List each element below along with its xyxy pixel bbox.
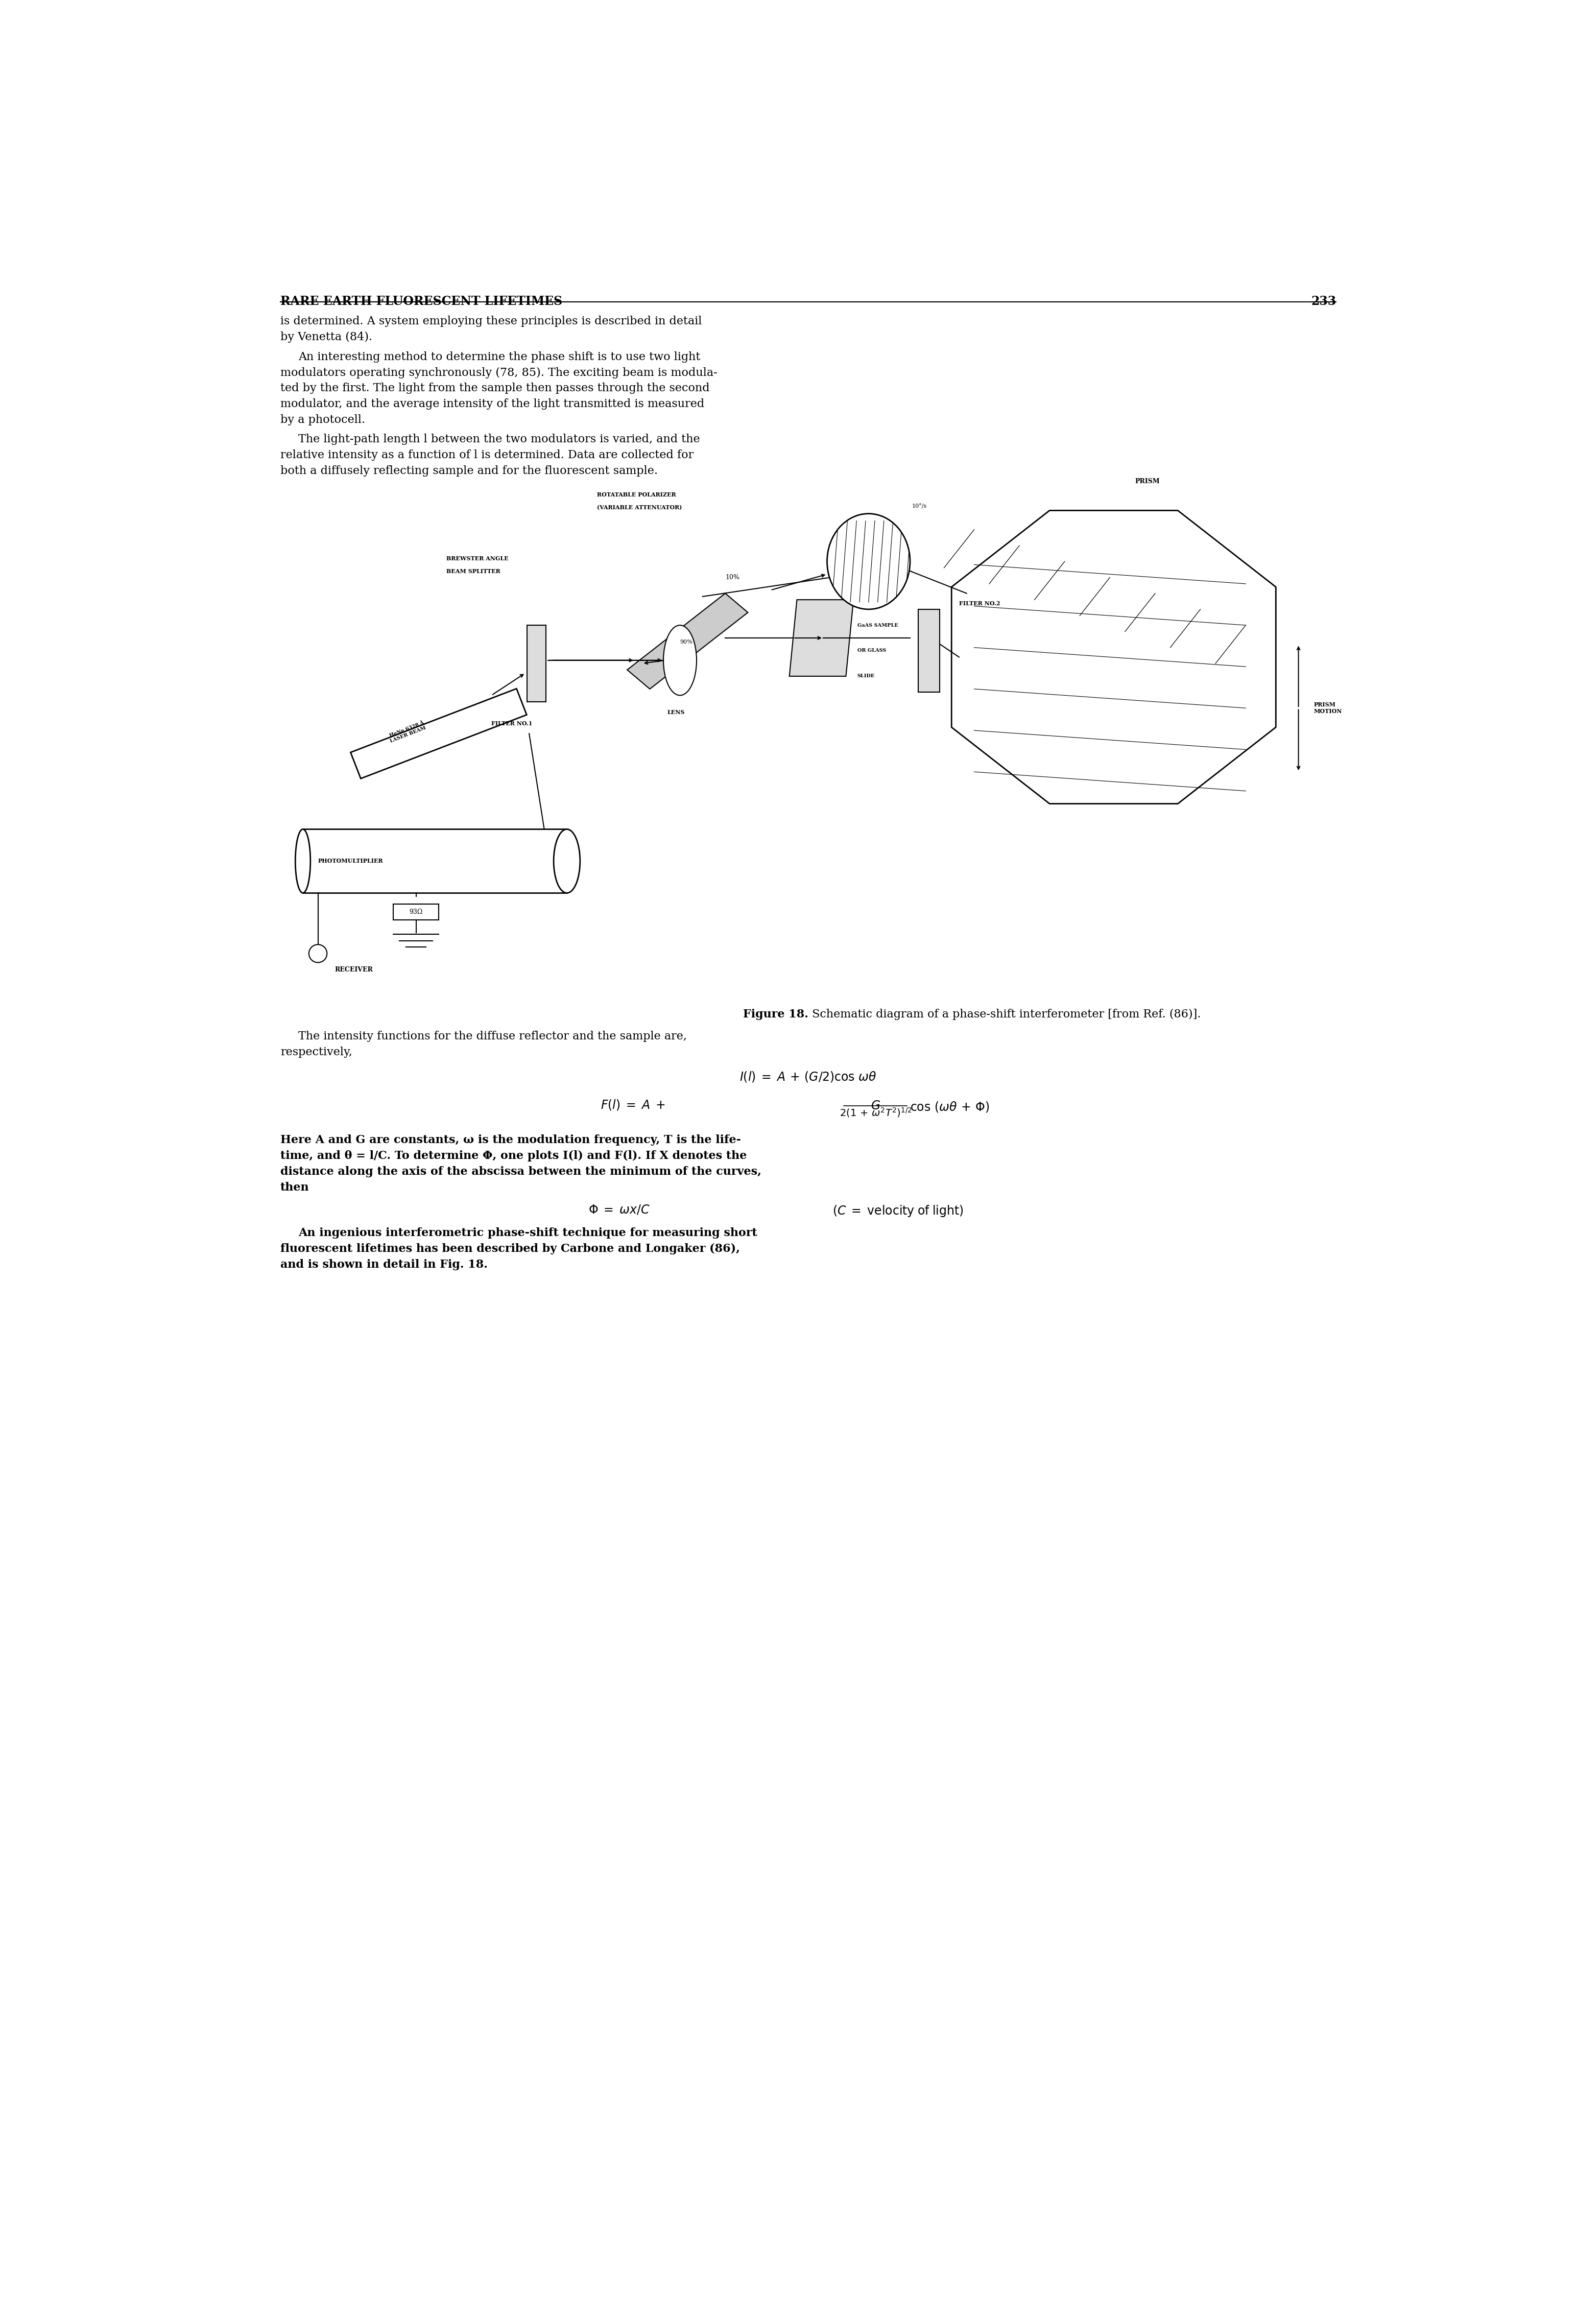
Polygon shape xyxy=(350,688,527,779)
Text: GaAS SAMPLE: GaAS SAMPLE xyxy=(858,623,897,627)
Polygon shape xyxy=(303,830,566,892)
Bar xyxy=(918,609,940,693)
Text: ROTATABLE POLARIZER: ROTATABLE POLARIZER xyxy=(598,493,677,497)
Text: HeNe 6328 Å
LASER BEAM: HeNe 6328 Å LASER BEAM xyxy=(388,720,427,744)
Text: Here A and G are constants, ω is the modulation frequency, T is the life-: Here A and G are constants, ω is the mod… xyxy=(281,1134,741,1146)
Text: 93Ω: 93Ω xyxy=(410,909,423,916)
Ellipse shape xyxy=(826,514,910,609)
Text: is determined. A system employing these principles is described in detail: is determined. A system employing these … xyxy=(281,316,702,328)
Circle shape xyxy=(309,944,326,962)
Text: BREWSTER ANGLE: BREWSTER ANGLE xyxy=(446,555,508,562)
Text: time, and θ = l/C. To determine Φ, one plots I(l) and F(l). If X denotes the: time, and θ = l/C. To determine Φ, one p… xyxy=(281,1150,746,1162)
Polygon shape xyxy=(628,593,747,688)
Text: An interesting method to determine the phase shift is to use two light: An interesting method to determine the p… xyxy=(298,351,700,363)
Ellipse shape xyxy=(554,830,580,892)
Text: FILTER NO.2: FILTER NO.2 xyxy=(959,600,1000,607)
Text: distance along the axis of the abscissa between the minimum of the curves,: distance along the axis of the abscissa … xyxy=(281,1167,762,1178)
Ellipse shape xyxy=(664,625,697,695)
Text: $F(l)\;=\;A\;+$: $F(l)\;=\;A\;+$ xyxy=(601,1099,665,1111)
Text: ted by the first. The light from the sample then passes through the second: ted by the first. The light from the sam… xyxy=(281,383,710,395)
Text: both a diffusely reflecting sample and for the fluorescent sample.: both a diffusely reflecting sample and f… xyxy=(281,465,658,476)
Text: then: then xyxy=(281,1183,309,1192)
Text: 10%: 10% xyxy=(725,574,740,581)
Text: respectively,: respectively, xyxy=(281,1046,352,1057)
Text: LENS: LENS xyxy=(667,709,684,716)
Text: Figure 18.: Figure 18. xyxy=(743,1009,809,1020)
Text: fluorescent lifetimes has been described by Carbone and Longaker (86),: fluorescent lifetimes has been described… xyxy=(281,1243,740,1255)
Polygon shape xyxy=(951,511,1276,804)
Polygon shape xyxy=(790,600,853,676)
Text: $\Phi\;=\;\omega x/C$: $\Phi\;=\;\omega x/C$ xyxy=(588,1204,650,1215)
Text: modulator, and the average intensity of the light transmitted is measured: modulator, and the average intensity of … xyxy=(281,397,705,409)
Text: relative intensity as a function of l is determined. Data are collected for: relative intensity as a function of l is… xyxy=(281,449,694,460)
Text: RECEIVER: RECEIVER xyxy=(334,967,372,974)
Text: by Venetta (84).: by Venetta (84). xyxy=(281,332,372,344)
Text: 233: 233 xyxy=(1310,295,1336,307)
Text: Schematic diagram of a phase-shift interferometer [from Ref. (86)].: Schematic diagram of a phase-shift inter… xyxy=(809,1009,1200,1020)
Text: The light-path length l between the two modulators is varied, and the: The light-path length l between the two … xyxy=(298,435,700,446)
Text: An ingenious interferometric phase-shift technique for measuring short: An ingenious interferometric phase-shift… xyxy=(298,1227,757,1239)
Text: The intensity functions for the diffuse reflector and the sample are,: The intensity functions for the diffuse … xyxy=(298,1032,686,1041)
Text: and is shown in detail in Fig. 18.: and is shown in detail in Fig. 18. xyxy=(281,1260,487,1271)
Text: BEAM SPLITTER: BEAM SPLITTER xyxy=(446,569,500,574)
Text: (VARIABLE ATTENUATOR): (VARIABLE ATTENUATOR) xyxy=(598,504,681,511)
Text: modulators operating synchronously (78, 85). The exciting beam is modula-: modulators operating synchronously (78, … xyxy=(281,367,718,379)
Text: 10°/s: 10°/s xyxy=(912,504,927,509)
Text: $\cos\,(\omega\theta\,+\,\Phi)$: $\cos\,(\omega\theta\,+\,\Phi)$ xyxy=(910,1099,989,1113)
Bar xyxy=(527,625,546,702)
Text: PRISM
MOTION: PRISM MOTION xyxy=(1314,702,1342,713)
Text: SLIDE: SLIDE xyxy=(858,674,875,679)
Text: $G$: $G$ xyxy=(871,1099,880,1111)
Text: PRISM: PRISM xyxy=(1135,479,1161,486)
Text: OR GLASS: OR GLASS xyxy=(858,648,886,653)
Text: 90%: 90% xyxy=(680,639,692,644)
Text: $2(1\,+\,\omega^2 T^2)^{1/2}$: $2(1\,+\,\omega^2 T^2)^{1/2}$ xyxy=(839,1106,912,1118)
Text: FILTER NO.1: FILTER NO.1 xyxy=(492,720,533,727)
Text: $(C\;=\;\mathrm{velocity\;of\;light})$: $(C\;=\;\mathrm{velocity\;of\;light})$ xyxy=(833,1204,964,1218)
Text: by a photocell.: by a photocell. xyxy=(281,414,366,425)
Bar xyxy=(393,904,438,920)
Text: RARE EARTH FLUORESCENT LIFETIMES: RARE EARTH FLUORESCENT LIFETIMES xyxy=(281,295,563,307)
Text: $I(l)\;=\;A\,+\,(G/2)\cos\,\omega\theta$: $I(l)\;=\;A\,+\,(G/2)\cos\,\omega\theta$ xyxy=(740,1069,877,1083)
Text: PHOTOMULTIPLIER: PHOTOMULTIPLIER xyxy=(319,858,383,865)
Ellipse shape xyxy=(295,830,311,892)
